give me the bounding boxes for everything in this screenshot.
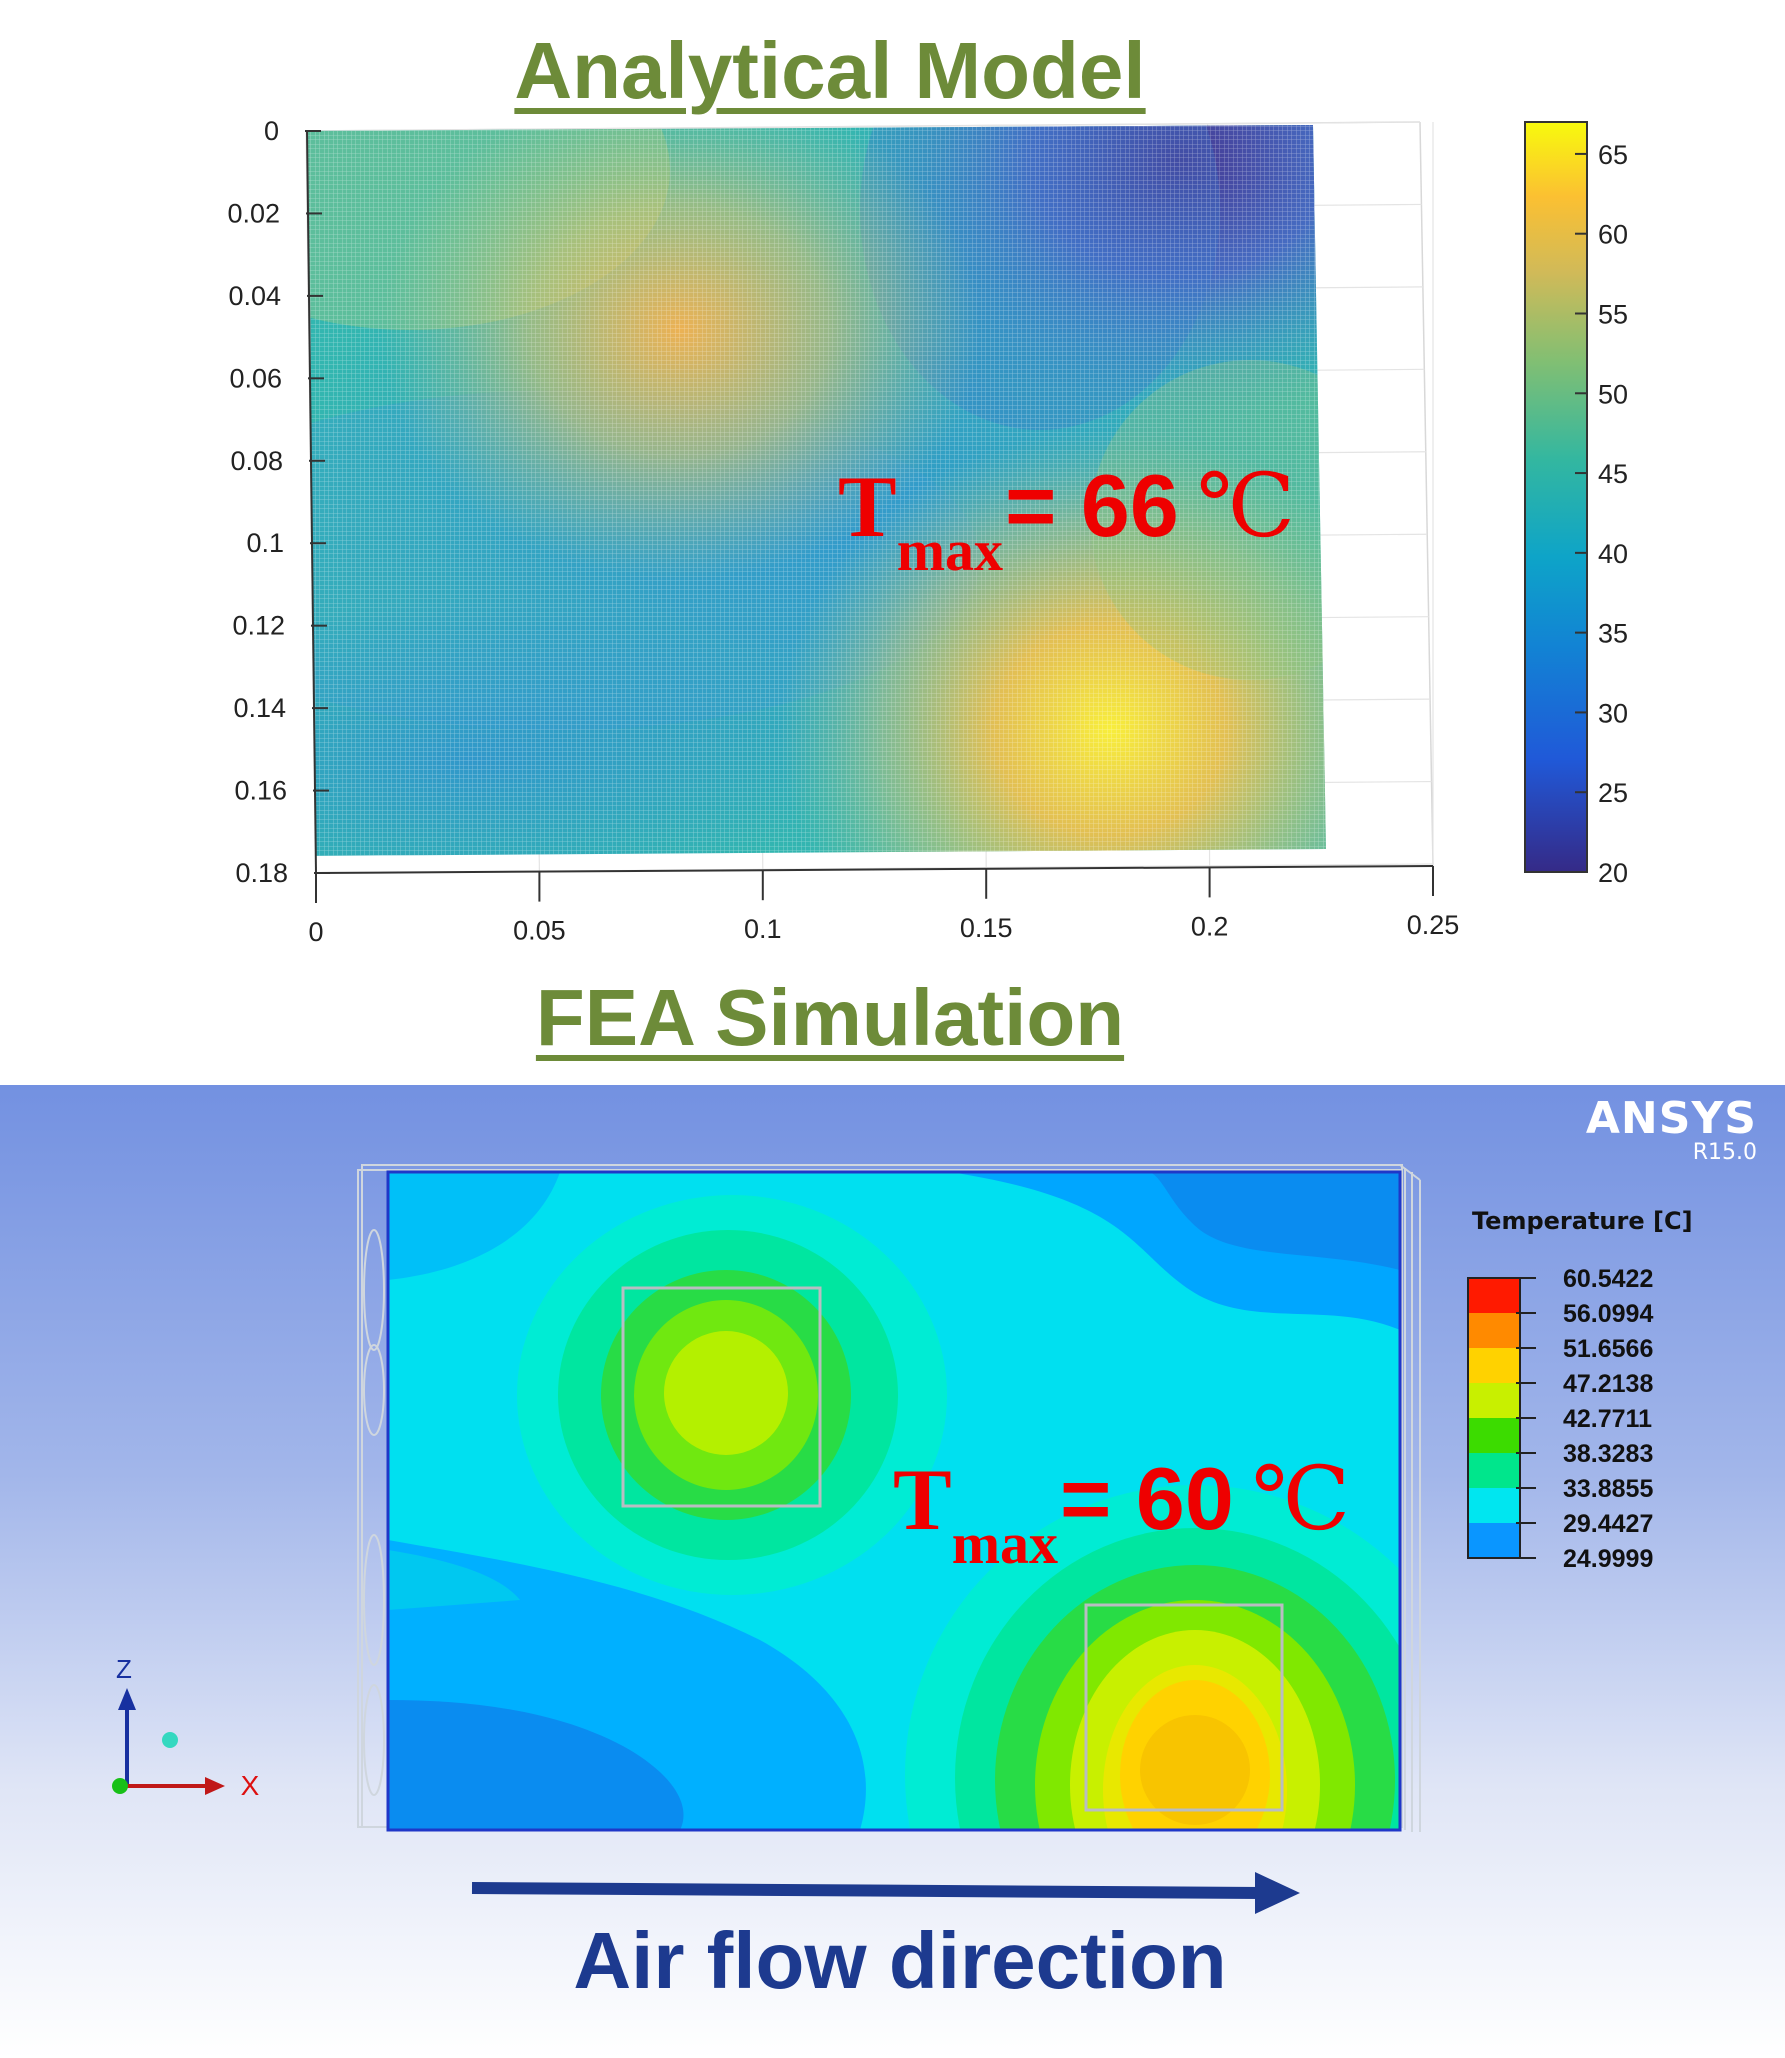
fea-plate-border	[386, 1170, 1402, 1832]
triad-z-label: Z	[116, 1654, 132, 1684]
x-tick-label: 0.15	[960, 913, 1013, 943]
legend-color-band	[1468, 1313, 1520, 1348]
legend-value-label: 56.0994	[1563, 1300, 1653, 1328]
analytical-model-title: Analytical Model	[514, 26, 1146, 115]
contour-bands	[388, 1172, 1400, 1830]
x-tick-label: 0	[308, 917, 323, 947]
fea-simulation-title: FEA Simulation	[535, 973, 1125, 1062]
y-tick-label: 0.04	[228, 281, 281, 311]
x-tick-label: 0.05	[513, 916, 566, 946]
ansys-logo: ANSYS R15.0	[1586, 1093, 1757, 1165]
tmax-value: = 66	[1005, 456, 1179, 555]
tmax-value: = 60	[1060, 1449, 1234, 1548]
y-tick-label: 0.02	[227, 198, 280, 228]
legend-color-band	[1468, 1453, 1520, 1488]
tmax-symbol: T	[838, 459, 897, 556]
heatmap-surface	[307, 125, 1326, 856]
legend-color-band	[1468, 1383, 1520, 1418]
x-axis	[315, 865, 1434, 874]
tmax-subscript: max	[951, 1511, 1059, 1576]
coordinate-triad: Z X	[112, 1654, 260, 1801]
fea-tmax-annotation: Tmax= 60 ℃	[893, 1455, 1350, 1573]
air-flow-direction-label: Air flow direction	[573, 1916, 1227, 2005]
x-tick-label: 0.25	[1407, 910, 1460, 940]
colorbar-tick-label: 40	[1598, 539, 1628, 569]
legend-value-label: 47.2138	[1563, 1370, 1653, 1398]
colorbar-tick-label: 20	[1598, 858, 1628, 888]
tmax-subscript: max	[896, 518, 1004, 583]
x-tick-label: 0.1	[744, 914, 782, 944]
triad-x-label: X	[241, 1770, 260, 1801]
colorbar-tick-label: 45	[1598, 459, 1628, 489]
y-axis	[306, 130, 317, 874]
y-tick-label: 0.08	[230, 446, 283, 476]
ansys-version: R15.0	[1692, 1140, 1757, 1165]
legend-color-band	[1468, 1278, 1520, 1313]
y-tick-label: 0.14	[233, 693, 286, 723]
legend-value-label: 38.3283	[1563, 1440, 1653, 1468]
x-axis-ticks: 0 0.05 0.1 0.15 0.2 0.25	[308, 866, 1459, 947]
y-tick-label: 0.18	[235, 858, 288, 888]
tmax-symbol: T	[893, 1452, 952, 1549]
colorbar-tick-label: 25	[1598, 778, 1628, 808]
y-gridline	[306, 121, 1421, 132]
analytical-tmax-annotation: Tmax= 66 ℃	[838, 462, 1295, 580]
legend-value-label: 42.7711	[1563, 1405, 1652, 1433]
y-tick-label: 0	[264, 116, 279, 146]
tmax-unit: ℃	[1251, 1452, 1351, 1549]
legend-value-label: 29.4427	[1563, 1510, 1653, 1538]
temperature-legend: 60.5422 56.0994 51.6566 47.2138 42.7711 38.32…	[1467, 1265, 1653, 1573]
legend-value-label: 51.6566	[1563, 1335, 1653, 1363]
air-flow-arrow	[471, 1872, 1300, 1914]
colorbar-tick-label: 30	[1598, 698, 1628, 728]
legend-color-band	[1468, 1488, 1520, 1523]
legend-color-band	[1468, 1348, 1520, 1383]
chip-outline-left	[621, 1286, 822, 1508]
colorbar-ticks: 20 25 30 35 40 45 50 55 60 65	[1575, 140, 1628, 888]
colorbar-tick-label: 50	[1598, 379, 1628, 409]
y-tick-label: 0.16	[234, 776, 287, 806]
colorbar-tick-label: 60	[1598, 220, 1628, 250]
ansys-brand: ANSYS	[1585, 1093, 1757, 1144]
y-tick-label: 0.1	[246, 528, 284, 558]
y-tick-label: 0.06	[229, 363, 282, 393]
legend-color-band	[1468, 1523, 1520, 1558]
colorbar	[1524, 121, 1588, 873]
x-tick-label: 0.2	[1191, 911, 1229, 941]
legend-value-label: 60.5422	[1563, 1265, 1653, 1293]
legend-color-band	[1468, 1418, 1520, 1453]
colorbar-tick-label: 65	[1598, 140, 1628, 170]
temperature-legend-title: Temperature [C]	[1472, 1207, 1693, 1235]
colorbar-tick-label: 55	[1598, 299, 1628, 329]
y-tick-label: 0.12	[232, 611, 285, 641]
y-axis-ticks: 0 0.02 0.04 0.06 0.08 0.1 0.12 0.14 0.16 0.18	[227, 116, 330, 888]
tmax-unit: ℃	[1196, 459, 1296, 556]
legend-value-label: 24.9999	[1563, 1545, 1653, 1573]
legend-value-label: 33.8855	[1563, 1475, 1653, 1503]
colorbar-tick-label: 35	[1598, 619, 1628, 649]
analytical-heatmap-chart: 0 0.02 0.04 0.06 0.08 0.1 0.12 0.14 0.16 0.18 0 0.…	[227, 116, 1628, 947]
chip-outline-right	[1084, 1603, 1284, 1812]
